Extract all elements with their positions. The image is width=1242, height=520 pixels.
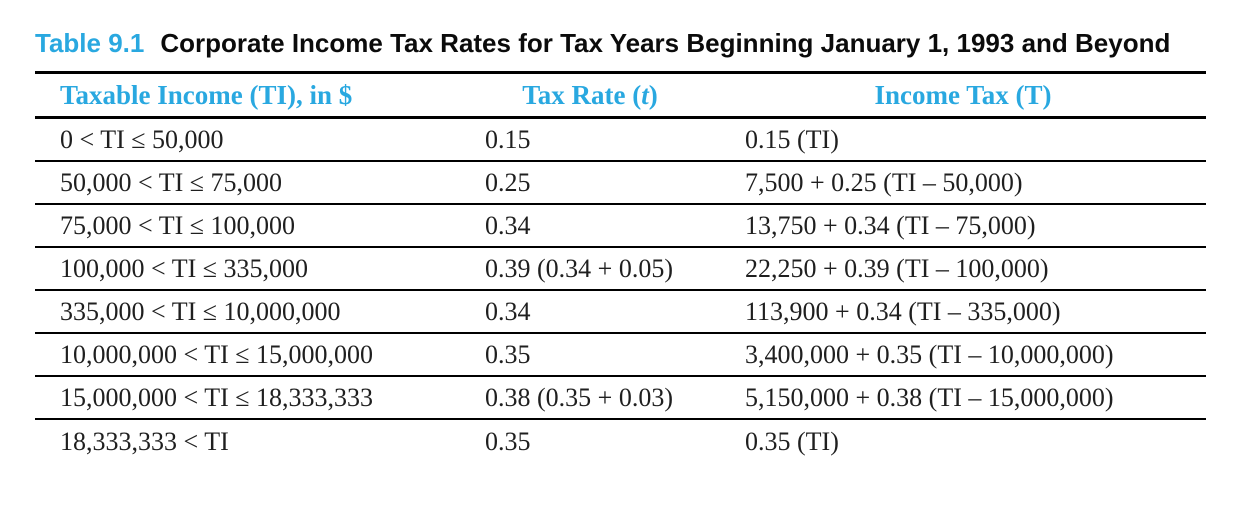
cell-income-tax-formula: 113,900 + 0.34 (TI – 335,000)	[745, 296, 1061, 326]
table-row: 100,000 < TI ≤ 335,000 0.39 (0.34 + 0.05…	[35, 248, 1206, 291]
table-body: 0 < TI ≤ 50,000 0.15 0.15 (TI) 50,000 < …	[35, 119, 1206, 463]
table-row: 0 < TI ≤ 50,000 0.15 0.15 (TI)	[35, 119, 1206, 162]
cell-tax-rate: 0.38 (0.35 + 0.03)	[485, 382, 673, 412]
table-row: 75,000 < TI ≤ 100,000 0.34 13,750 + 0.34…	[35, 205, 1206, 248]
table-number: Table 9.1	[35, 28, 145, 58]
tax-rate-header-paren: )	[648, 79, 658, 110]
table-row: 18,333,333 < TI 0.35 0.35 (TI)	[35, 420, 1206, 463]
cell-income-tax-formula: 13,750 + 0.34 (TI – 75,000)	[745, 210, 1036, 240]
cell-income-tax-formula: 3,400,000 + 0.35 (TI – 10,000,000)	[745, 339, 1114, 369]
cell-taxable-income-range: 75,000 < TI ≤ 100,000	[60, 210, 296, 240]
cell-taxable-income-range: 10,000,000 < TI ≤ 15,000,000	[60, 339, 374, 369]
cell-taxable-income-range: 50,000 < TI ≤ 75,000	[60, 167, 283, 197]
cell-tax-rate: 0.35	[485, 339, 531, 369]
cell-tax-rate: 0.25	[485, 167, 531, 197]
cell-taxable-income-range: 335,000 < TI ≤ 10,000,000	[60, 296, 341, 326]
cell-income-tax-formula: 5,150,000 + 0.38 (TI – 15,000,000)	[745, 382, 1114, 412]
column-header-tax-rate: Tax Rate (t)	[460, 80, 720, 111]
cell-taxable-income-range: 100,000 < TI ≤ 335,000	[60, 253, 309, 283]
column-header-income-tax: Income Tax (T)	[874, 79, 1052, 110]
cell-tax-rate: 0.15	[485, 124, 531, 154]
cell-taxable-income-range: 15,000,000 < TI ≤ 18,333,333	[60, 382, 374, 412]
table-row: 10,000,000 < TI ≤ 15,000,000 0.35 3,400,…	[35, 334, 1206, 377]
tax-rate-header-text: Tax Rate (	[522, 79, 642, 110]
tax-rate-header-variable: t	[641, 79, 649, 110]
table-row: 335,000 < TI ≤ 10,000,000 0.34 113,900 +…	[35, 291, 1206, 334]
table-title: Corporate Income Tax Rates for Tax Years…	[160, 28, 1171, 58]
cell-income-tax-formula: 0.35 (TI)	[745, 426, 839, 456]
cell-taxable-income-range: 0 < TI ≤ 50,000	[60, 124, 224, 154]
cell-tax-rate: 0.39 (0.34 + 0.05)	[485, 253, 673, 283]
cell-income-tax-formula: 22,250 + 0.39 (TI – 100,000)	[745, 253, 1049, 283]
tax-rate-table: Taxable Income (TI), in $ Tax Rate (t) I…	[35, 71, 1206, 463]
cell-taxable-income-range: 18,333,333 < TI	[60, 426, 229, 456]
cell-income-tax-formula: 0.15 (TI)	[745, 124, 839, 154]
cell-income-tax-formula: 7,500 + 0.25 (TI – 50,000)	[745, 167, 1023, 197]
table-caption: Table 9.1 Corporate Income Tax Rates for …	[35, 28, 1215, 59]
table-row: 50,000 < TI ≤ 75,000 0.25 7,500 + 0.25 (…	[35, 162, 1206, 205]
column-header-taxable-income: Taxable Income (TI), in $	[60, 79, 353, 110]
cell-tax-rate: 0.34	[485, 296, 531, 326]
cell-tax-rate: 0.35	[485, 426, 531, 456]
cell-tax-rate: 0.34	[485, 210, 531, 240]
table-row: 15,000,000 < TI ≤ 18,333,333 0.38 (0.35 …	[35, 377, 1206, 420]
table-header-row: Taxable Income (TI), in $ Tax Rate (t) I…	[35, 74, 1206, 119]
